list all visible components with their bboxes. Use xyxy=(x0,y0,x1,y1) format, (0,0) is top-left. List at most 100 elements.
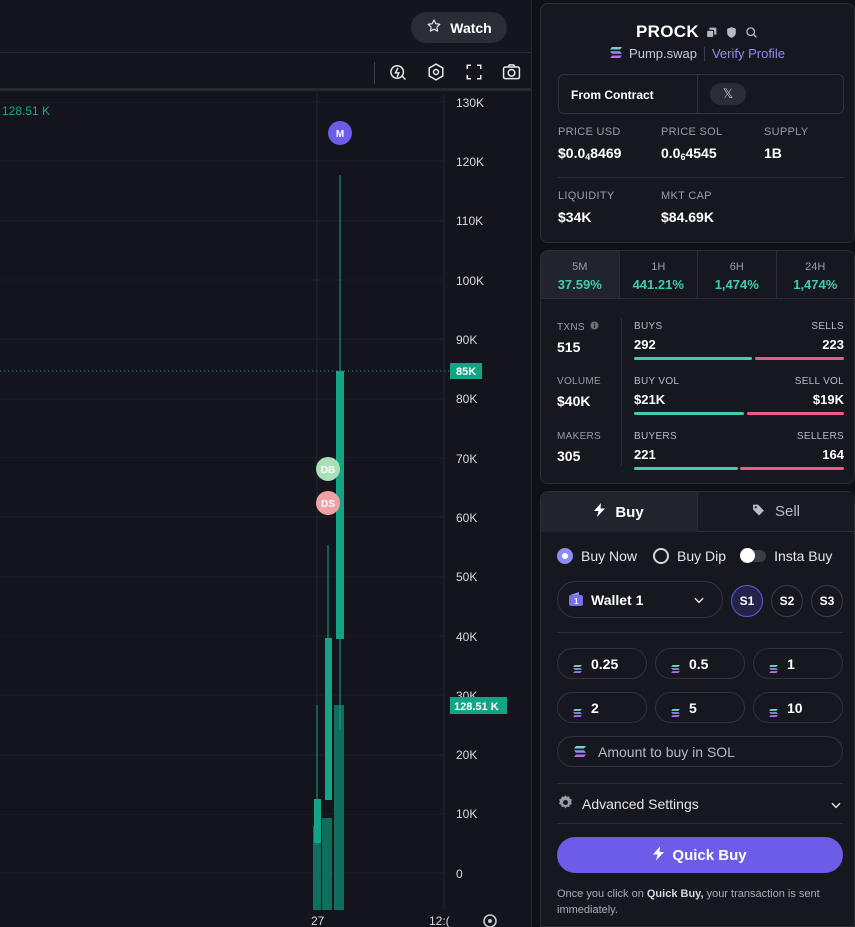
wallet-select[interactable]: 1 Wallet 1 xyxy=(557,581,723,618)
token-info-panel: PROCK Pump.swap Verify Profile From Cont… xyxy=(540,3,855,243)
volume-bar xyxy=(634,412,844,415)
info-icon[interactable] xyxy=(590,321,599,333)
dev-buy-marker[interactable]: DB xyxy=(316,457,340,481)
y-tick: 0 xyxy=(456,867,463,881)
insta-buy-toggle[interactable] xyxy=(740,548,767,563)
indicator-icon[interactable] xyxy=(387,61,409,83)
platform-label[interactable]: Pump.swap xyxy=(629,46,697,61)
slot-s3-button[interactable]: S3 xyxy=(811,585,843,617)
sells-label: SELLS xyxy=(811,321,844,332)
amount-preset-button[interactable]: 0.25 xyxy=(557,648,647,679)
y-tick: 90K xyxy=(456,333,477,347)
tab-6h[interactable]: 6H 1,474% xyxy=(698,251,777,298)
volume-row: VOLUME $40K BUY VOL SELL VOL $21K $19K xyxy=(541,376,854,428)
solana-icon xyxy=(573,704,582,717)
token-title-row: PROCK xyxy=(541,22,854,42)
wallet-name: Wallet 1 xyxy=(591,591,644,608)
contract-label[interactable]: From Contract xyxy=(571,88,654,102)
advanced-settings-toggle[interactable]: Advanced Settings xyxy=(557,793,843,815)
txns-value: 515 xyxy=(557,339,581,355)
amount-input[interactable]: Amount to buy in SOL xyxy=(557,736,843,767)
mode-buy-now[interactable]: Buy Now xyxy=(557,548,637,564)
x-social-button[interactable]: 𝕏 xyxy=(710,83,746,105)
chevron-down-icon xyxy=(829,798,843,815)
solana-icon xyxy=(769,660,778,673)
tab-24h[interactable]: 24H 1,474% xyxy=(777,251,855,298)
sellers-label: SELLERS xyxy=(796,431,844,442)
metrics-panel: 5M 37.59% 1H 441.21% 6H 1,474% 24H 1,474… xyxy=(540,250,855,484)
sellers-value: 164 xyxy=(822,447,844,462)
stat-label: MKT CAP xyxy=(661,190,712,202)
tab-value: 37.59% xyxy=(557,277,602,292)
verify-profile-link[interactable]: Verify Profile xyxy=(711,46,785,61)
divider xyxy=(621,318,622,466)
y-tick: 10K xyxy=(456,807,477,821)
radio-selected[interactable] xyxy=(557,548,573,564)
gear-icon xyxy=(557,794,574,814)
radio[interactable] xyxy=(653,548,670,564)
amount-preset-button[interactable]: 5 xyxy=(655,692,745,723)
tab-label: Buy xyxy=(615,503,644,521)
tab-buy[interactable]: Buy xyxy=(541,492,697,532)
dev-sell-marker[interactable]: DS xyxy=(316,491,340,515)
chart-toolbar xyxy=(0,53,531,91)
token-sub-row: Pump.swap Verify Profile xyxy=(541,46,854,61)
amount-value: 5 xyxy=(689,699,697,716)
volume-value: $40K xyxy=(557,393,591,409)
toolbar-divider xyxy=(374,62,375,84)
sell-vol-value: $19K xyxy=(812,392,844,407)
chart-area[interactable]: Watch 128.51 K 130K 120K 110K 100K 90K 8… xyxy=(0,0,532,927)
y-tick: 100K xyxy=(456,274,484,288)
slot-s2-button[interactable]: S2 xyxy=(771,585,803,617)
bolt-icon xyxy=(653,846,665,865)
y-axis-labels: 130K 120K 110K 100K 90K 80K 70K 60K 50K … xyxy=(456,96,484,881)
amount-preset-button[interactable]: 1 xyxy=(753,648,843,679)
quick-buy-button[interactable]: Quick Buy xyxy=(557,837,843,873)
price-chart[interactable]: 128.51 K 130K 120K 110K 100K 90K 80K 70K… xyxy=(0,94,532,927)
txns-label: TXNS xyxy=(557,321,599,333)
tab-label: 1H xyxy=(651,261,666,273)
makers-value: 305 xyxy=(557,448,581,464)
tab-sell[interactable]: Sell xyxy=(697,492,854,532)
x-label: 27 xyxy=(311,914,325,927)
quick-buy-note: Once you click on Quick Buy, your transa… xyxy=(557,888,820,916)
amount-preset-button[interactable]: 2 xyxy=(557,692,647,723)
makers-bar xyxy=(634,467,844,470)
settings-icon[interactable] xyxy=(425,61,447,83)
sells-value: 223 xyxy=(822,337,844,352)
solana-icon xyxy=(769,704,778,717)
axis-settings-icon[interactable] xyxy=(483,914,497,927)
copy-icon[interactable] xyxy=(705,25,719,39)
candle xyxy=(325,638,332,800)
stat-label: SUPPLY xyxy=(764,126,809,138)
candle xyxy=(314,799,321,843)
shield-icon[interactable] xyxy=(725,25,739,39)
tab-1h[interactable]: 1H 441.21% xyxy=(620,251,698,298)
watch-button[interactable]: Watch xyxy=(411,12,507,43)
tab-5m[interactable]: 5M 37.59% xyxy=(541,251,620,298)
divider xyxy=(557,823,843,824)
camera-icon[interactable] xyxy=(500,61,522,83)
migration-marker[interactable]: M xyxy=(328,121,352,145)
amount-value: 0.25 xyxy=(591,655,619,672)
tag-icon xyxy=(752,503,765,520)
amount-value: 0.5 xyxy=(689,655,709,672)
mode-insta-buy[interactable]: Insta Buy xyxy=(740,548,832,564)
current-price-tag-text: 128.51 K xyxy=(454,701,499,713)
trade-panel: Buy Sell Buy Now Buy Dip Insta Buy 1 Wal… xyxy=(540,491,855,927)
star-icon xyxy=(426,18,442,37)
chart-grid xyxy=(0,101,444,874)
slot-s1-button[interactable]: S1 xyxy=(731,585,763,617)
watch-label: Watch xyxy=(450,19,492,36)
tab-value: 1,474% xyxy=(714,277,759,292)
search-icon[interactable] xyxy=(745,25,759,39)
makers-label: MAKERS xyxy=(557,431,602,442)
buy-vol-value: $21K xyxy=(634,392,666,407)
amount-preset-button[interactable]: 0.5 xyxy=(655,648,745,679)
amount-placeholder: Amount to buy in SOL xyxy=(598,743,735,760)
amount-preset-button[interactable]: 10 xyxy=(753,692,843,723)
tab-label: 6H xyxy=(729,261,744,273)
fullscreen-icon[interactable] xyxy=(463,61,485,83)
mode-buy-dip[interactable]: Buy Dip xyxy=(653,548,726,564)
svg-text:1: 1 xyxy=(574,597,579,606)
